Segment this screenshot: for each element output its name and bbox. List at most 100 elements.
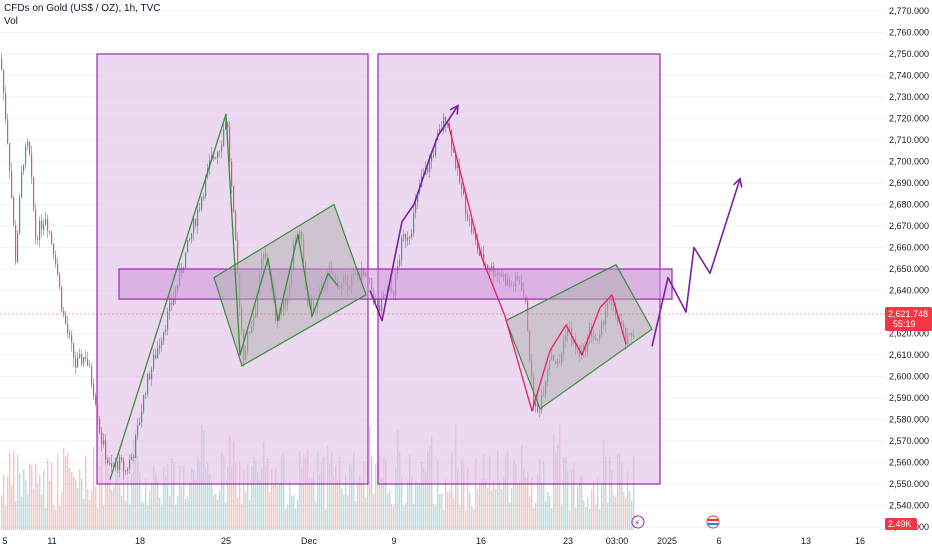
volume-bar	[463, 463, 465, 530]
volume-bar	[477, 489, 479, 530]
candle-body	[121, 457, 123, 461]
volume-bar	[473, 508, 475, 530]
volume-bar	[577, 486, 579, 530]
volume-bar	[331, 452, 333, 530]
volume-bar	[285, 508, 287, 530]
volume-bar	[251, 466, 253, 530]
volume-bar	[373, 494, 375, 530]
volume-bar	[449, 489, 451, 530]
volume-bar	[519, 480, 521, 530]
volume-bar	[99, 466, 101, 530]
volume-bar	[293, 495, 295, 530]
volume-bar	[263, 441, 265, 530]
volume-bar	[547, 491, 549, 530]
price-axis[interactable]: 2,770.000 2,760.000 2,750.000 2,740.000 2,73…	[885, 0, 932, 540]
candle-body	[463, 188, 465, 194]
volume-bar	[31, 465, 33, 530]
volume-bar	[253, 457, 255, 530]
volume-bar	[307, 449, 309, 530]
volume-bar	[299, 451, 301, 530]
candle-body	[165, 329, 167, 332]
volume-bar	[551, 508, 553, 530]
candle-body	[43, 224, 45, 230]
volume-bar	[399, 450, 401, 530]
candle-body	[219, 151, 221, 152]
volume-bar	[245, 491, 247, 530]
candle-body	[413, 212, 415, 234]
volume-bar	[555, 452, 557, 530]
candle-body	[443, 116, 445, 131]
candle-body	[33, 176, 35, 210]
candle-body	[429, 161, 431, 173]
candle-body	[37, 238, 39, 240]
time-tick-label: 23	[563, 536, 573, 546]
candle-body	[375, 299, 377, 302]
price-tick-label: 2,700.000	[889, 157, 929, 167]
volume-bar	[97, 508, 99, 530]
volume-bar	[207, 461, 209, 530]
volume-bar	[529, 496, 531, 530]
volume-bar	[591, 489, 593, 530]
volume-label: Vol	[4, 16, 18, 27]
volume-bar	[379, 455, 381, 530]
volume-bar	[233, 441, 235, 530]
time-axis[interactable]: 5 11 18 25 Dec 9 16 23 03:00 2025 6 13 16	[0, 534, 932, 550]
volume-bar	[521, 444, 523, 530]
volume-bar	[235, 462, 237, 530]
volume-bar	[199, 462, 201, 530]
candle-body	[23, 164, 25, 172]
candle-body	[447, 123, 449, 125]
candle-body	[139, 422, 141, 426]
candle-body	[379, 305, 381, 312]
volume-bar	[345, 475, 347, 530]
volume-bar	[3, 474, 5, 530]
volume-bar	[213, 494, 215, 530]
candle-body	[143, 394, 145, 412]
economic-event-icon[interactable]	[706, 515, 720, 529]
volume-bar	[415, 481, 417, 530]
volume-bar	[243, 469, 245, 530]
volume-bar	[325, 508, 327, 530]
candle-body	[237, 240, 239, 274]
candle-body	[129, 460, 131, 470]
volume-bar	[255, 460, 257, 530]
volume-bar	[259, 479, 261, 530]
candle-body	[95, 396, 97, 404]
volume-bar	[297, 499, 299, 530]
candle-body	[31, 153, 33, 177]
candle-body	[147, 373, 149, 394]
symbol-title[interactable]: CFDs on Gold (US$ / OZ), 1h, TVC	[4, 3, 161, 14]
price-tick-label: 2,770.000	[889, 6, 929, 16]
volume-bar	[227, 467, 229, 530]
volume-bar	[387, 493, 389, 530]
candle-body	[65, 314, 67, 324]
time-tick-label: 6	[716, 536, 721, 546]
volume-bar	[183, 465, 185, 530]
volume-bar	[393, 506, 395, 530]
volume-bar	[133, 439, 135, 530]
candle-body	[199, 208, 201, 210]
volume-bar	[495, 488, 497, 530]
price-tick-label: 2,620.000	[889, 329, 929, 339]
volume-bar	[73, 476, 75, 530]
volume-bar	[157, 480, 159, 530]
volume-bar	[429, 445, 431, 530]
candle-body	[163, 331, 165, 341]
volume-bar	[167, 464, 169, 530]
volume-bar	[289, 480, 291, 530]
drawings[interactable]	[109, 104, 743, 480]
volume-bar	[313, 472, 315, 530]
volume-bar	[337, 479, 339, 530]
candle-body	[473, 232, 475, 234]
volume-bar	[205, 467, 207, 530]
volume-bar	[381, 477, 383, 530]
candle-body	[197, 209, 199, 226]
volume-bar	[283, 451, 285, 530]
candle-body	[125, 470, 127, 472]
candle-body	[477, 239, 479, 251]
candle-body	[109, 462, 111, 464]
candle-body	[63, 310, 65, 315]
candle-body	[217, 151, 219, 158]
event-icon[interactable]: ⚡	[631, 515, 645, 529]
